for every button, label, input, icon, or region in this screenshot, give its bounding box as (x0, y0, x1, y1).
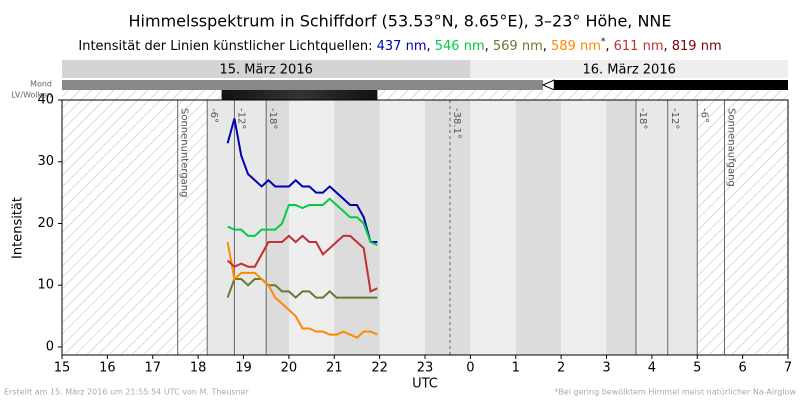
date-row (62, 60, 471, 78)
sun-line-label: -18° (637, 108, 648, 129)
date-label: 16. März 2016 (583, 63, 676, 78)
twilight (207, 100, 267, 355)
night-band (425, 100, 471, 355)
x-tick-label: 23 (417, 361, 434, 376)
x-tick-label: 22 (371, 361, 388, 376)
legend: Intensität der Linien künstlicher Lichtq… (78, 37, 721, 54)
cloud-bar (221, 90, 378, 100)
x-tick-label: 2 (557, 361, 565, 376)
x-tick-label: 15 (54, 361, 71, 376)
sun-line-label: -12° (669, 108, 680, 129)
night-band (334, 100, 380, 355)
x-tick-label: 1 (512, 361, 520, 376)
moon-bar (554, 80, 788, 90)
series-line (226, 118, 378, 244)
cloud-bar (62, 90, 788, 100)
chart-title: Himmelsspektrum in Schiffdorf (53.53°N, … (129, 12, 672, 31)
sun-line-label: -18° (267, 108, 278, 129)
separator: , (427, 39, 435, 54)
series-line (226, 278, 378, 299)
x-tick-label: 18 (190, 361, 207, 376)
footer: Erstellt am 15. März 2016 um 21:55:54 UT… (4, 388, 250, 397)
x-tick-label: 3 (602, 361, 610, 376)
footnote: *Bei gering bewölktem Himmel meist natür… (554, 388, 796, 397)
sun-line-label: Sonnenuntergang (179, 108, 190, 197)
x-tick-label: 21 (326, 361, 343, 376)
date-row (470, 60, 788, 78)
x-tick-label: 6 (738, 361, 746, 376)
legend-entry: 819 nm (672, 39, 722, 54)
legend-entry: 546 nm (435, 39, 485, 54)
legend-entry: 611 nm (614, 39, 664, 54)
day-zone (62, 100, 208, 355)
date-label: 15. März 2016 (220, 63, 313, 78)
series-line (227, 197, 378, 247)
y-tick-label: 20 (37, 216, 54, 231)
row-label: Mond (30, 80, 52, 89)
subtitle: Intensität der Linien künstlicher Lichtq… (78, 39, 376, 54)
x-tick-label: 16 (99, 361, 116, 376)
sun-line-label: -38.1° (451, 108, 462, 139)
separator: , (664, 39, 672, 54)
series-line (226, 241, 378, 339)
x-tick-label: 5 (693, 361, 701, 376)
y-tick-label: 0 (46, 339, 54, 354)
sun-line-label: -6° (698, 108, 709, 123)
series-line (226, 234, 378, 293)
x-tick-label: 20 (281, 361, 298, 376)
background (62, 60, 788, 355)
x-tick-label: 19 (235, 361, 252, 376)
x-axis-label: UTC (412, 377, 438, 392)
moon-bar (62, 80, 543, 90)
twilight (635, 100, 698, 355)
legend-entry: 437 nm (377, 39, 427, 54)
separator: , (543, 39, 551, 54)
y-tick-label: 40 (37, 93, 54, 108)
x-tick-label: 0 (466, 361, 474, 376)
night-band (606, 100, 636, 355)
sun-line-label: Sonnenaufgang (725, 108, 736, 187)
separator: , (605, 39, 613, 54)
row-label: LV/Wolken (11, 91, 52, 100)
y-tick-label: 10 (37, 278, 54, 293)
legend-entry: 569 nm (493, 39, 543, 54)
x-tick-label: 4 (648, 361, 656, 376)
sun-line-label: -6° (208, 108, 219, 123)
moon-rise (541, 79, 555, 91)
separator: , (485, 39, 493, 54)
footnote-mark: * (601, 37, 606, 47)
sun-line-label: -12° (235, 108, 246, 129)
x-tick-label: 7 (784, 361, 792, 376)
day-zone (697, 100, 788, 355)
legend-entry: 589 nm (551, 39, 601, 54)
y-axis-label: Intensität (11, 197, 26, 259)
night-band (515, 100, 562, 355)
x-tick-label: 17 (144, 361, 161, 376)
y-tick-label: 30 (37, 154, 54, 169)
